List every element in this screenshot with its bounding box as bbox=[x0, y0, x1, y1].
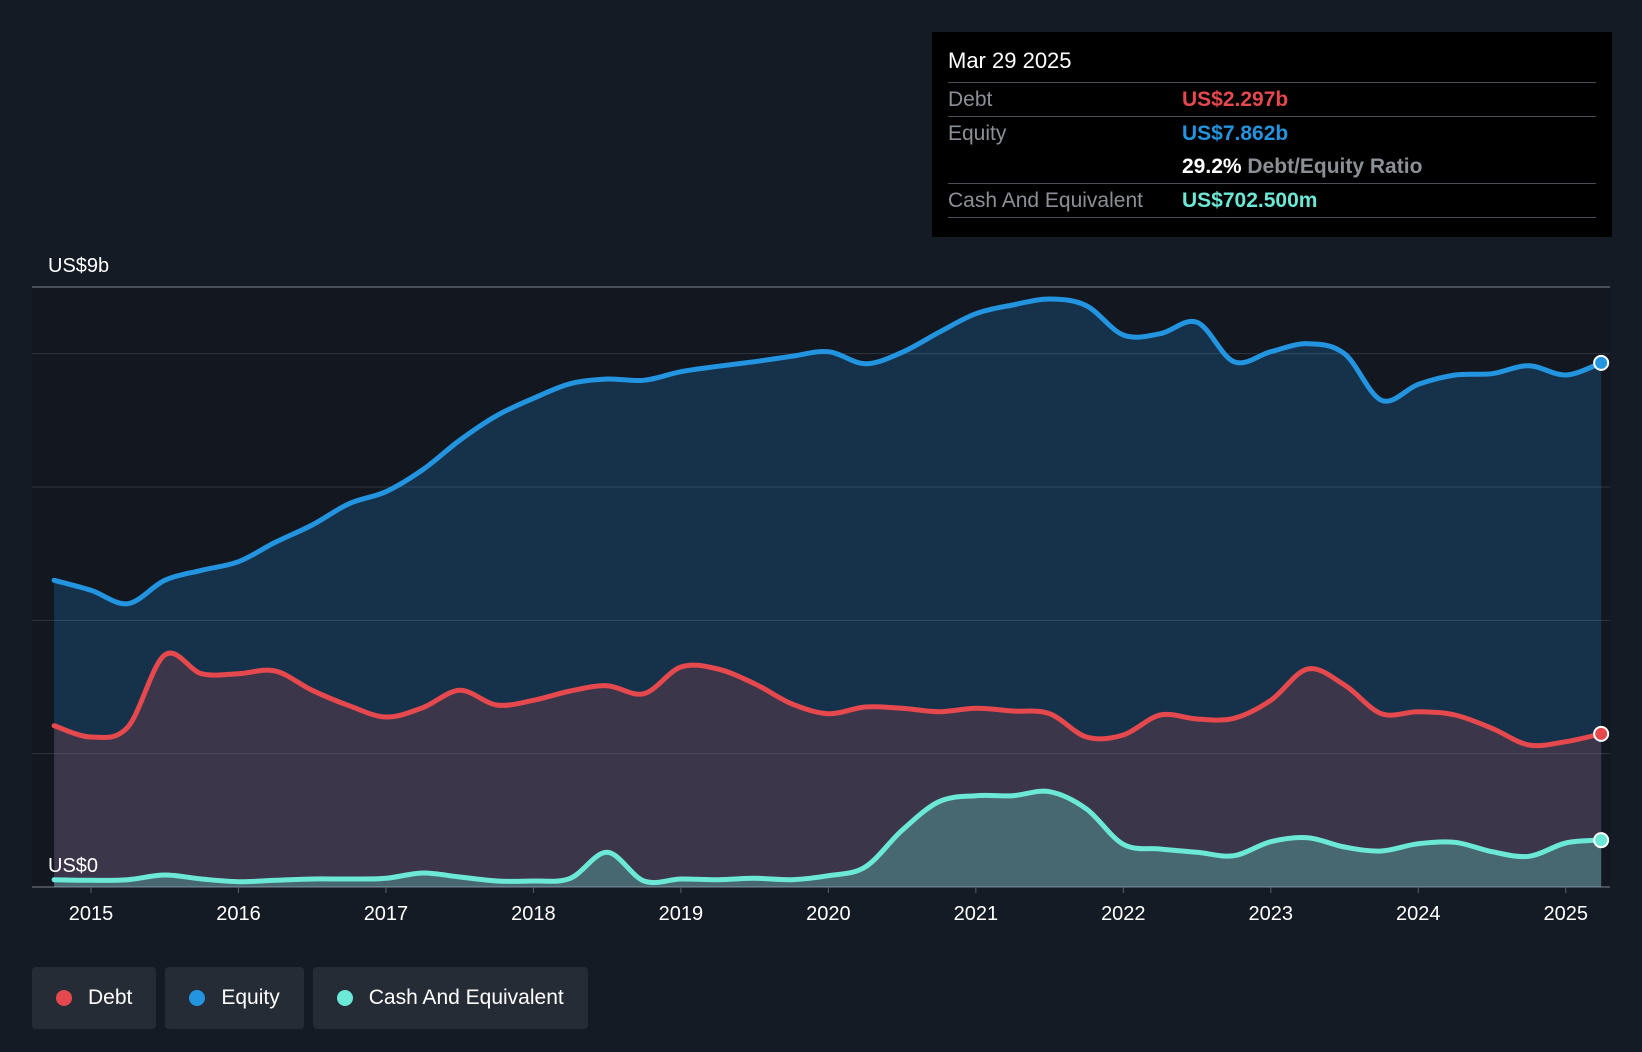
legend-item-cash[interactable]: Cash And Equivalent bbox=[312, 967, 588, 1029]
legend-label-equity: Equity bbox=[221, 986, 280, 1009]
legend-dot-debt-icon bbox=[56, 990, 72, 1006]
legend-item-debt[interactable]: Debt bbox=[32, 967, 157, 1029]
x-tick-label-2019: 2019 bbox=[659, 903, 704, 925]
tooltip-ratio-row: 29.2% Debt/Equity Ratio bbox=[948, 150, 1596, 184]
chart-legend: Debt Equity Cash And Equivalent bbox=[32, 967, 588, 1029]
tooltip-equity-value: US$7.862b bbox=[1182, 122, 1289, 145]
x-tick-label-2020: 2020 bbox=[806, 903, 851, 925]
tooltip-cash-value: US$702.500m bbox=[1182, 189, 1318, 212]
area-equity bbox=[54, 298, 1602, 887]
legend-dot-equity-icon bbox=[189, 990, 206, 1006]
x-tick-label-2017: 2017 bbox=[364, 903, 409, 925]
series-areas bbox=[54, 298, 1602, 887]
end-marker-cash bbox=[1593, 832, 1610, 849]
x-tick-label-2024: 2024 bbox=[1396, 903, 1441, 925]
area-debt bbox=[54, 653, 1602, 887]
series-end-markers bbox=[1593, 354, 1610, 849]
y-label-0: US$0 bbox=[48, 855, 98, 877]
tooltip-ratio: 29.2% Debt/Equity Ratio bbox=[1182, 150, 1422, 183]
x-tick-label-2015: 2015 bbox=[69, 903, 114, 925]
x-tick-label-2018: 2018 bbox=[511, 903, 556, 925]
tooltip-debt-value: US$2.297b bbox=[1182, 88, 1289, 111]
y-label-9: US$9b bbox=[48, 255, 109, 277]
tooltip-debt-label: Debt bbox=[948, 88, 993, 111]
end-marker-equity bbox=[1593, 354, 1610, 371]
legend-label-debt: Debt bbox=[88, 986, 133, 1009]
x-tick-label-2016: 2016 bbox=[216, 903, 261, 925]
x-tick-label-2022: 2022 bbox=[1101, 903, 1146, 925]
line-equity bbox=[51, 296, 1604, 607]
y-axis-labels: US$9b US$0 bbox=[48, 255, 109, 877]
tooltip-equity-row: Equity US$7.862b bbox=[948, 117, 1596, 150]
tooltip-equity-label: Equity bbox=[948, 122, 1007, 145]
x-axis-ticks: 2015 2016 2017 2018 2019 2020 2021 2022 2023 2024… bbox=[69, 887, 1588, 925]
tooltip-cash-label: Cash And Equivalent bbox=[948, 189, 1143, 212]
series-lines bbox=[51, 296, 1604, 886]
x-tick-label-2023: 2023 bbox=[1249, 903, 1294, 925]
x-tick-label-2021: 2021 bbox=[954, 903, 999, 925]
tooltip-cash-row: Cash And Equivalent US$702.500m bbox=[948, 184, 1596, 218]
plot-background bbox=[32, 287, 1610, 887]
line-debt bbox=[51, 650, 1604, 749]
tooltip-ratio-label: Debt/Equity Ratio bbox=[1247, 155, 1423, 178]
legend-dot-cash-icon bbox=[336, 990, 353, 1006]
legend-item-equity[interactable]: Equity bbox=[165, 967, 304, 1029]
legend-label-cash: Cash And Equivalent bbox=[368, 986, 564, 1009]
hover-tooltip: Mar 29 2025 Debt US$2.297b Equity US$7.8… bbox=[932, 32, 1612, 237]
end-marker-debt bbox=[1593, 725, 1610, 742]
tooltip-date: Mar 29 2025 bbox=[948, 46, 1596, 83]
area-cash bbox=[54, 791, 1602, 887]
tooltip-debt-row: Debt US$2.297b bbox=[948, 83, 1596, 117]
gridlines bbox=[32, 286, 1610, 888]
line-cash bbox=[51, 788, 1604, 886]
tooltip-ratio-value: 29.2% bbox=[1182, 155, 1242, 178]
x-tick-label-2025: 2025 bbox=[1544, 903, 1589, 925]
